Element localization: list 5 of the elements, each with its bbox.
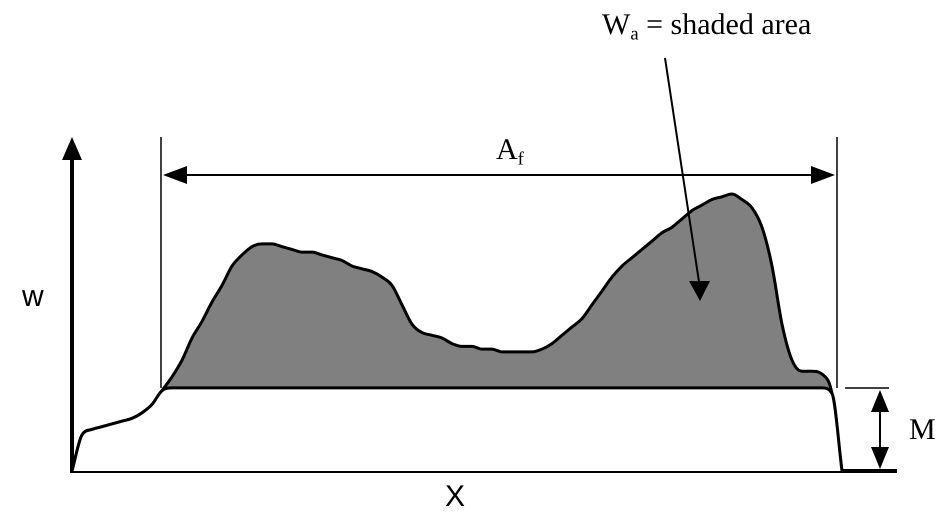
text: A$_{f}$ (496, 133, 524, 170)
text: W$_{a}$ = shaded area (602, 8, 812, 45)
x-axis-title: X (445, 480, 466, 513)
text: M (909, 413, 936, 446)
y-axis-title: w (22, 280, 44, 313)
